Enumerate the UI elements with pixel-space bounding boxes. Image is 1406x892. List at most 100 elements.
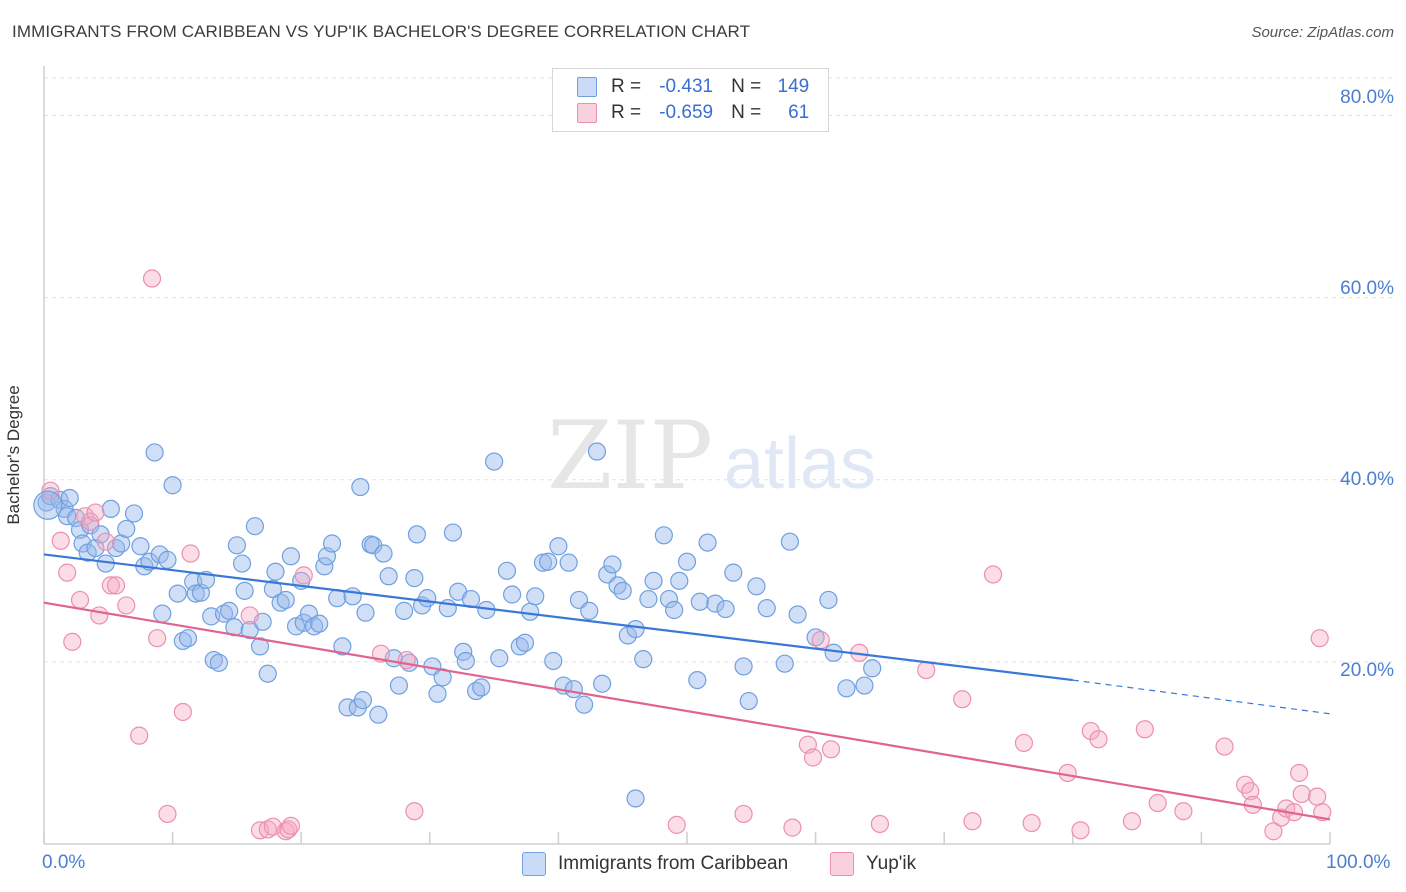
caribbean-point [153, 604, 172, 623]
caribbean-point [549, 537, 568, 556]
caribbean-point [263, 579, 283, 599]
yupik-point [63, 632, 82, 651]
yupik-point [158, 804, 177, 824]
bottom-legend-caribbean: Immigrants from Caribbean [522, 852, 788, 876]
yupik-point [821, 740, 841, 759]
caribbean-point [677, 552, 697, 571]
caribbean-point [747, 577, 766, 596]
caribbean-point [603, 555, 622, 574]
caribbean-point [235, 581, 254, 600]
caribbean-point [281, 547, 301, 566]
caribbean-point [379, 567, 398, 586]
caribbean-point [639, 589, 658, 609]
yupik-point [1058, 763, 1077, 783]
caribbean-point [86, 538, 105, 558]
yupik-point [258, 820, 277, 839]
yupik-point [1148, 793, 1167, 813]
yupik-point [397, 650, 416, 670]
caribbean-point [186, 584, 205, 603]
yupik-point [1241, 782, 1260, 801]
caribbean-point [58, 507, 77, 526]
legend-r-label: R = [611, 102, 642, 123]
caribbean-point [819, 590, 838, 610]
caribbean-point [575, 695, 594, 714]
yupik-point [117, 596, 136, 615]
caribbean-point [539, 552, 558, 571]
yupik-point [142, 269, 162, 288]
caribbean-point [716, 599, 735, 619]
yupik-point [76, 507, 95, 526]
caribbean-point [837, 679, 856, 698]
yupik-point [1264, 822, 1283, 841]
chart-title: IMMIGRANTS FROM CARIBBEAN VS YUP'IK BACH… [12, 22, 751, 41]
yupik-point [276, 822, 295, 841]
yupik-point [1292, 784, 1311, 804]
trend-lines [43, 553, 1331, 821]
axes [43, 66, 1331, 845]
yupik-point [81, 512, 100, 531]
caribbean-point [250, 637, 270, 656]
caribbean-point [428, 684, 447, 703]
caribbean-point [670, 571, 689, 590]
yupik-point [870, 814, 890, 834]
legend-n-value: 61 [788, 102, 810, 123]
yupik-point [148, 629, 167, 648]
caribbean-point-large [33, 490, 63, 520]
caribbean-point [485, 452, 504, 471]
y-axis-label: Bachelor's Degree [4, 385, 23, 525]
caribbean-point [788, 605, 807, 624]
yupik-point [58, 563, 77, 582]
caribbean-point [521, 602, 540, 621]
caribbean-point [654, 526, 673, 545]
caribbean-point [824, 643, 843, 662]
caribbean-point [688, 670, 707, 690]
yupik-point [667, 815, 686, 834]
caribbean-point [526, 587, 545, 606]
caribbean-trend-line [43, 553, 1073, 682]
caribbean-point [739, 691, 758, 711]
caribbean-point [533, 553, 553, 572]
watermark-atlas: atlas [724, 424, 876, 504]
legend-n-label: N = [731, 76, 762, 97]
y-tick-20: 20.0% [1340, 660, 1394, 681]
caribbean-point [515, 633, 535, 652]
yupik-point [734, 804, 753, 824]
yupik-trend-line [43, 601, 1331, 821]
yupik-point [1310, 629, 1329, 648]
bottom-swatch-yupik [830, 852, 854, 876]
caribbean-point [322, 534, 342, 553]
yupik-point [1308, 787, 1327, 806]
yupik-point [173, 702, 192, 722]
yupik-point [181, 544, 200, 563]
caribbean-point [369, 705, 388, 724]
caribbean-point [626, 789, 645, 808]
watermark-zip: ZIP [547, 402, 713, 511]
bottom-legend-label: Yup'ik [866, 853, 917, 874]
legend-r-label: R = [611, 76, 642, 97]
caribbean-point [564, 680, 583, 699]
caribbean-point [101, 499, 120, 519]
yupik-point [90, 606, 109, 625]
yupik-point [953, 690, 972, 709]
yupik-point [405, 802, 424, 821]
yupik-point [96, 532, 115, 551]
caribbean-point [780, 532, 799, 551]
caribbean-point [757, 599, 776, 618]
caribbean-point [145, 443, 164, 462]
caribbean-point [356, 603, 375, 622]
caribbean-point [394, 601, 414, 620]
correlation-legend: R = -0.431 N = 149 R = -0.659 N = 61 [552, 68, 829, 132]
yupik-point [983, 565, 1003, 584]
caribbean-point [418, 589, 437, 608]
y-tick-80: 80.0% [1340, 87, 1394, 108]
caribbean-point [271, 593, 290, 612]
caribbean-point [67, 508, 86, 528]
bottom-legend-label: Immigrants from Caribbean [558, 853, 789, 874]
caribbean-point [227, 536, 246, 555]
caribbean-point [374, 544, 393, 563]
caribbean-point [117, 519, 136, 539]
yupik-point [106, 576, 126, 595]
y-tick-40: 40.0% [1340, 469, 1394, 490]
caribbean-point [266, 562, 285, 581]
